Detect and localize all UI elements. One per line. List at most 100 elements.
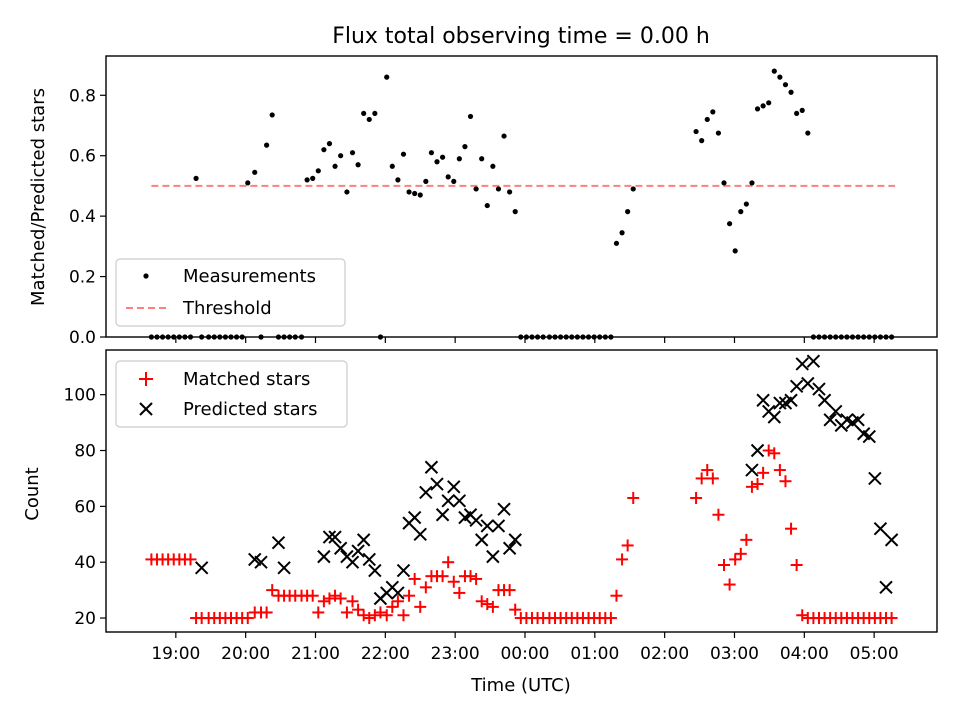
predicted-star-point xyxy=(491,519,506,533)
measurement-point xyxy=(298,334,305,340)
x-tick-label: 04:00 xyxy=(780,644,829,664)
predicted-star-point xyxy=(884,533,899,547)
predicted-star-point xyxy=(345,555,360,569)
matched-star-point xyxy=(442,556,455,569)
matched-star-point xyxy=(363,612,376,625)
predicted-star-point xyxy=(812,382,826,396)
predicted-star-point xyxy=(368,563,382,578)
predicted-star-point xyxy=(745,463,759,477)
x-tick-label: 05:00 xyxy=(850,644,899,664)
predicted-star-point xyxy=(823,413,837,427)
predicted-star-point xyxy=(194,561,209,575)
measurement-point xyxy=(377,334,384,340)
measurement-point xyxy=(495,186,502,192)
top-panel: 0.00.20.40.60.8 Matched/Predicted stars … xyxy=(28,55,938,348)
measurement-point xyxy=(760,103,766,109)
measurement-point xyxy=(838,334,844,340)
matched-star-point xyxy=(762,444,775,457)
chart-title: Flux total observing time = 0.00 h xyxy=(332,24,710,49)
measurement-point xyxy=(176,334,182,340)
x-tick-label: 22:00 xyxy=(361,644,410,664)
measurement-point xyxy=(552,334,558,340)
measurement-point xyxy=(434,159,440,165)
bottom-y-tick-label: 60 xyxy=(74,497,96,517)
measurement-point xyxy=(484,202,490,209)
bottom-y-tick-label: 40 xyxy=(74,553,96,573)
predicted-star-point xyxy=(817,393,832,407)
predicted-star-point xyxy=(277,561,291,575)
measurement-point xyxy=(563,334,569,340)
measurement-point xyxy=(591,334,597,340)
predicted-star-point xyxy=(508,533,522,547)
measurement-point xyxy=(699,138,705,144)
measurement-point xyxy=(754,106,761,112)
matched-star-point xyxy=(768,447,781,460)
measurement-point xyxy=(788,89,794,95)
measurement-point xyxy=(558,334,564,340)
measurement-point xyxy=(199,334,205,340)
measurement-point xyxy=(782,82,789,88)
matched-star-point xyxy=(509,603,522,616)
measurement-point xyxy=(456,156,462,162)
measurement-point xyxy=(239,334,245,340)
measurement-point xyxy=(602,334,608,340)
measurement-point xyxy=(445,174,451,180)
measurement-point xyxy=(738,209,744,215)
top-y-ticks: 0.0 0.2 0.4 0.6 0.8 xyxy=(69,86,106,348)
matched-star-point xyxy=(503,584,516,597)
matched-star-point xyxy=(380,609,393,622)
bottom-axes-frame xyxy=(105,349,938,633)
measurement-point xyxy=(310,175,316,181)
matched-star-point xyxy=(481,598,494,611)
predicted-star-point xyxy=(756,393,770,407)
measurement-point xyxy=(275,334,282,340)
x-tick-label: 23:00 xyxy=(431,644,480,664)
matched-star-point xyxy=(486,600,499,613)
predicted-star-point xyxy=(317,549,331,564)
matched-star-point xyxy=(604,612,617,625)
measurement-point xyxy=(287,334,293,340)
measurement-point xyxy=(233,334,240,340)
predicted-star-point xyxy=(773,396,787,410)
measurement-point xyxy=(344,189,350,195)
measurement-point xyxy=(206,334,212,340)
measurement-point xyxy=(171,334,177,340)
measurement-point xyxy=(417,192,423,198)
predicted-star-point xyxy=(480,519,494,533)
measurement-point xyxy=(844,334,850,340)
measurement-point xyxy=(771,68,777,74)
top-y-tick-label: 0.4 xyxy=(69,207,96,227)
measurement-point xyxy=(585,334,592,340)
measurement-point xyxy=(580,334,586,340)
x-tick-label: 20:00 xyxy=(221,644,270,664)
matched-star-point xyxy=(785,522,798,535)
x-tick-label: 21:00 xyxy=(291,644,340,664)
measurement-point xyxy=(252,169,258,175)
measurement-point xyxy=(193,175,199,181)
matched-star-point xyxy=(323,592,336,605)
predicted-star-point xyxy=(419,485,433,500)
measurement-point xyxy=(400,151,407,157)
predicted-star-point xyxy=(441,494,455,508)
measurement-point xyxy=(451,178,457,184)
matched-star-point xyxy=(470,572,483,585)
matched-star-point xyxy=(621,539,634,552)
bottom-y-tick-label: 20 xyxy=(74,609,96,629)
x-tick-label: 03:00 xyxy=(710,644,759,664)
legend-measurements-marker xyxy=(143,273,149,279)
measurement-point xyxy=(479,156,485,162)
bottom-y-tick-label: 100 xyxy=(64,386,96,406)
matched-star-point xyxy=(329,589,342,602)
measurement-point xyxy=(794,110,800,117)
matched-star-point xyxy=(306,589,319,602)
matched-star-point xyxy=(885,612,898,625)
measurement-point xyxy=(849,334,856,340)
measurement-point xyxy=(222,334,229,340)
top-y-axis-label: Matched/Predicted stars xyxy=(28,88,49,306)
matched-star-point xyxy=(790,558,803,571)
predicted-star-point xyxy=(322,530,337,544)
matched-star-point xyxy=(734,547,747,560)
measurement-point xyxy=(833,334,839,340)
measurement-point xyxy=(439,154,446,160)
